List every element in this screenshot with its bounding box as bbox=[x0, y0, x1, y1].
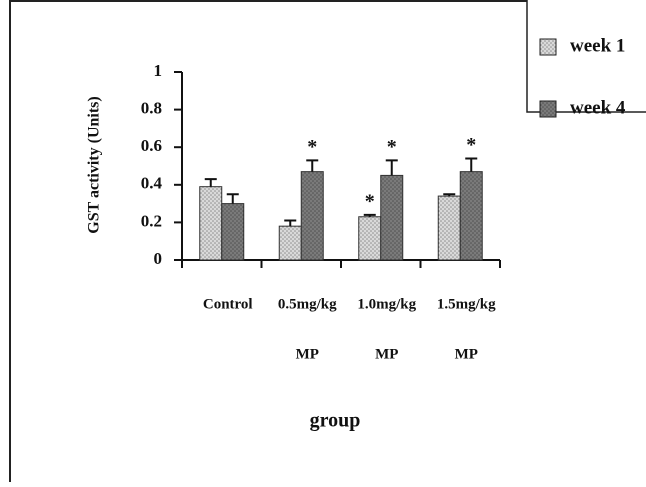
x-tick-label: MP bbox=[375, 346, 398, 362]
y-tick-label: 0.4 bbox=[141, 174, 163, 193]
error-bar bbox=[284, 221, 296, 227]
y-tick-label: 0 bbox=[154, 249, 163, 268]
error-bar bbox=[227, 194, 239, 203]
bar-texture bbox=[438, 196, 460, 260]
x-tick-label: MP bbox=[296, 346, 319, 362]
significance-mark: * bbox=[307, 136, 317, 158]
bar-texture bbox=[301, 172, 323, 260]
error-bar bbox=[205, 179, 217, 187]
y-axis-title: GST activity (Units) bbox=[86, 96, 103, 233]
legend-swatch-texture bbox=[540, 101, 556, 117]
y-tick-label: 0.6 bbox=[141, 136, 162, 155]
error-bar bbox=[465, 158, 477, 171]
x-tick-label: 1.5mg/kg bbox=[437, 296, 496, 312]
bar-texture bbox=[460, 172, 482, 260]
bar-texture bbox=[222, 204, 244, 260]
x-axis-title: group bbox=[310, 410, 361, 432]
y-tick-label: 0.8 bbox=[141, 99, 162, 118]
bar-texture bbox=[200, 187, 222, 260]
y-tick-label: 0.2 bbox=[141, 211, 162, 230]
x-tick-label: 1.0mg/kg bbox=[357, 296, 416, 312]
significance-mark: * bbox=[466, 134, 476, 156]
significance-mark: * bbox=[365, 190, 375, 212]
legend-swatch-texture bbox=[540, 39, 556, 55]
bar-texture bbox=[381, 175, 403, 260]
x-tick-label: MP bbox=[455, 346, 478, 362]
legend-label: week 1 bbox=[570, 35, 625, 56]
error-bar bbox=[306, 160, 318, 171]
chart: GST activity (Units) group 0 0.2 0.4 0.6 0.8… bbox=[0, 0, 646, 482]
bar-texture bbox=[279, 226, 301, 260]
x-tick-label: Control bbox=[203, 296, 253, 312]
page: {"chart_data": { "type": "bar", "y_label… bbox=[0, 0, 646, 482]
x-tick-label: 0.5mg/kg bbox=[278, 296, 337, 312]
error-bar bbox=[386, 160, 398, 175]
bar-texture bbox=[359, 217, 381, 260]
legend-label: week 4 bbox=[570, 97, 626, 118]
y-tick-label: 1 bbox=[154, 61, 163, 80]
significance-mark: * bbox=[387, 136, 397, 158]
